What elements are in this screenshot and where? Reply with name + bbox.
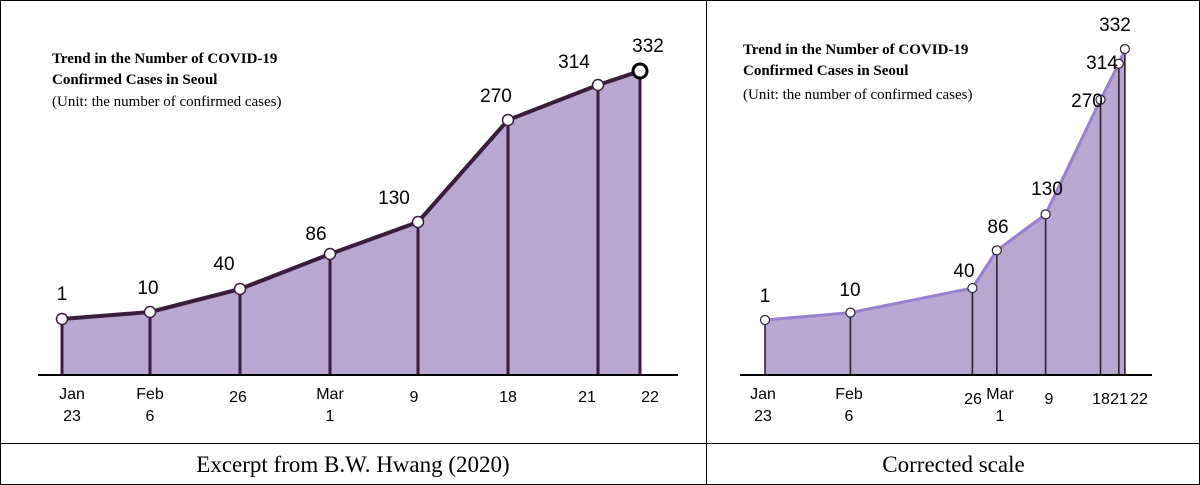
right-data-point [991, 245, 1002, 256]
left-tick-label: 21 [578, 389, 596, 406]
left-value-label: 10 [137, 278, 158, 299]
left-data-point [501, 113, 515, 127]
right-value-label: 270 [1071, 91, 1103, 112]
left-data-point [55, 312, 69, 326]
right-tick-label: 21 [1110, 391, 1128, 408]
right-tick-label: 22 [1130, 391, 1148, 408]
right-value-label: 130 [1031, 179, 1063, 200]
right-data-point [759, 314, 771, 326]
caption-divider [0, 443, 1200, 444]
left-value-label: 270 [480, 86, 512, 107]
left-tick-label: 1 [326, 408, 335, 425]
right-tick-label: 9 [1045, 391, 1054, 408]
right-value-label: 332 [1099, 15, 1131, 36]
left-chart-title: Confirmed Cases in Seoul [52, 72, 217, 88]
left-data-point [233, 282, 247, 296]
right-tick-label: 26 [964, 391, 982, 408]
left-tick-label: Feb [136, 386, 164, 403]
right-data-point [845, 307, 856, 318]
left-tick-label: Mar [316, 386, 344, 403]
left-tick-label: 22 [641, 389, 659, 406]
caption-left: Excerpt from B.W. Hwang (2020) [196, 451, 510, 477]
left-value-label: 130 [378, 188, 410, 209]
left-data-point [323, 247, 337, 261]
left-tick-label: 9 [410, 389, 419, 406]
left-tick-label: 23 [63, 408, 81, 425]
left-tick-label: Jan [59, 386, 85, 403]
right-series-line [764, 48, 1127, 322]
left-data-point [143, 305, 157, 319]
right-tick-label: 18 [1092, 391, 1110, 408]
right-tick-label: 6 [845, 408, 854, 425]
left-tick-label: 18 [499, 389, 517, 406]
right-value-label: 86 [987, 217, 1008, 238]
right-value-label: 40 [953, 261, 974, 282]
right-tick-label: Mar [986, 386, 1014, 403]
left-series-line [61, 69, 641, 321]
right-value-label: 1 [760, 286, 771, 307]
right-tick-label: Jan [750, 386, 776, 403]
panel-divider [706, 0, 707, 485]
left-chart-subtitle: (Unit: the number of confirmed cases) [52, 94, 282, 110]
left-value-label: 1 [57, 284, 68, 305]
left-chart-title: Trend in the Number of COVID-19 [52, 51, 277, 67]
right-data-point [1119, 43, 1131, 55]
right-chart-title: Confirmed Cases in Seoul [743, 63, 908, 79]
left-tick-label: 6 [146, 408, 155, 425]
right-data-point [1095, 94, 1106, 105]
left-data-point [591, 78, 605, 92]
right-chart-subtitle: (Unit: the number of confirmed cases) [743, 87, 973, 103]
left-tick-label: 26 [229, 389, 247, 406]
right-tick-label: Feb [835, 386, 863, 403]
right-value-label: 10 [839, 280, 860, 301]
left-value-label: 314 [558, 52, 590, 73]
right-chart-title: Trend in the Number of COVID-19 [743, 42, 968, 58]
left-value-label: 40 [213, 254, 234, 275]
left-value-label: 332 [632, 36, 664, 57]
right-value-label: 314 [1086, 53, 1118, 74]
left-data-point [631, 62, 649, 80]
right-data-point [1040, 209, 1051, 220]
right-tick-label: 23 [754, 408, 772, 425]
left-data-point [411, 215, 425, 229]
left-value-label: 86 [305, 224, 326, 245]
right-data-point [1113, 58, 1124, 69]
caption-right: Corrected scale [882, 451, 1025, 477]
right-area-fill [765, 49, 1125, 375]
right-tick-label: 1 [996, 408, 1005, 425]
right-data-point [967, 282, 978, 294]
